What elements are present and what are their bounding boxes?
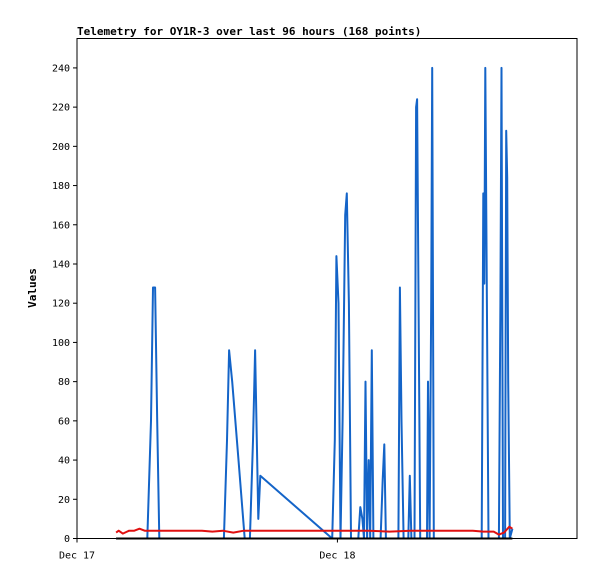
- plot-frame: [76, 38, 578, 539]
- y-tick-label: 20: [58, 495, 70, 506]
- y-tick-label: 240: [52, 63, 70, 74]
- x-tick-label: Dec 18: [319, 551, 355, 562]
- y-tick-label: 180: [52, 181, 70, 192]
- series-line-2: [115, 525, 513, 536]
- x-tick-label: Dec 17: [59, 551, 95, 562]
- chart-title: Telemetry for OY1R-3 over last 96 hours …: [77, 25, 421, 38]
- y-tick-label: 60: [58, 416, 70, 427]
- x-axis: Dec 17 Dec 18: [59, 538, 355, 562]
- y-axis-label: Values: [26, 268, 39, 308]
- y-tick-label: 100: [52, 338, 70, 349]
- y-tick-label: 40: [58, 456, 70, 467]
- y-tick-label: 160: [52, 220, 70, 231]
- y-tick-label: 0: [64, 534, 70, 545]
- series-layer: [115, 66, 514, 540]
- y-tick-label: 80: [58, 377, 70, 388]
- y-tick-label: 120: [52, 299, 70, 310]
- y-axis: 0 20 40 60 80 100 120 140 160 180 200 220 240: [52, 63, 77, 545]
- y-tick-label: 140: [52, 259, 70, 270]
- y-tick-label: 220: [52, 103, 70, 114]
- y-tick-label: 200: [52, 142, 70, 153]
